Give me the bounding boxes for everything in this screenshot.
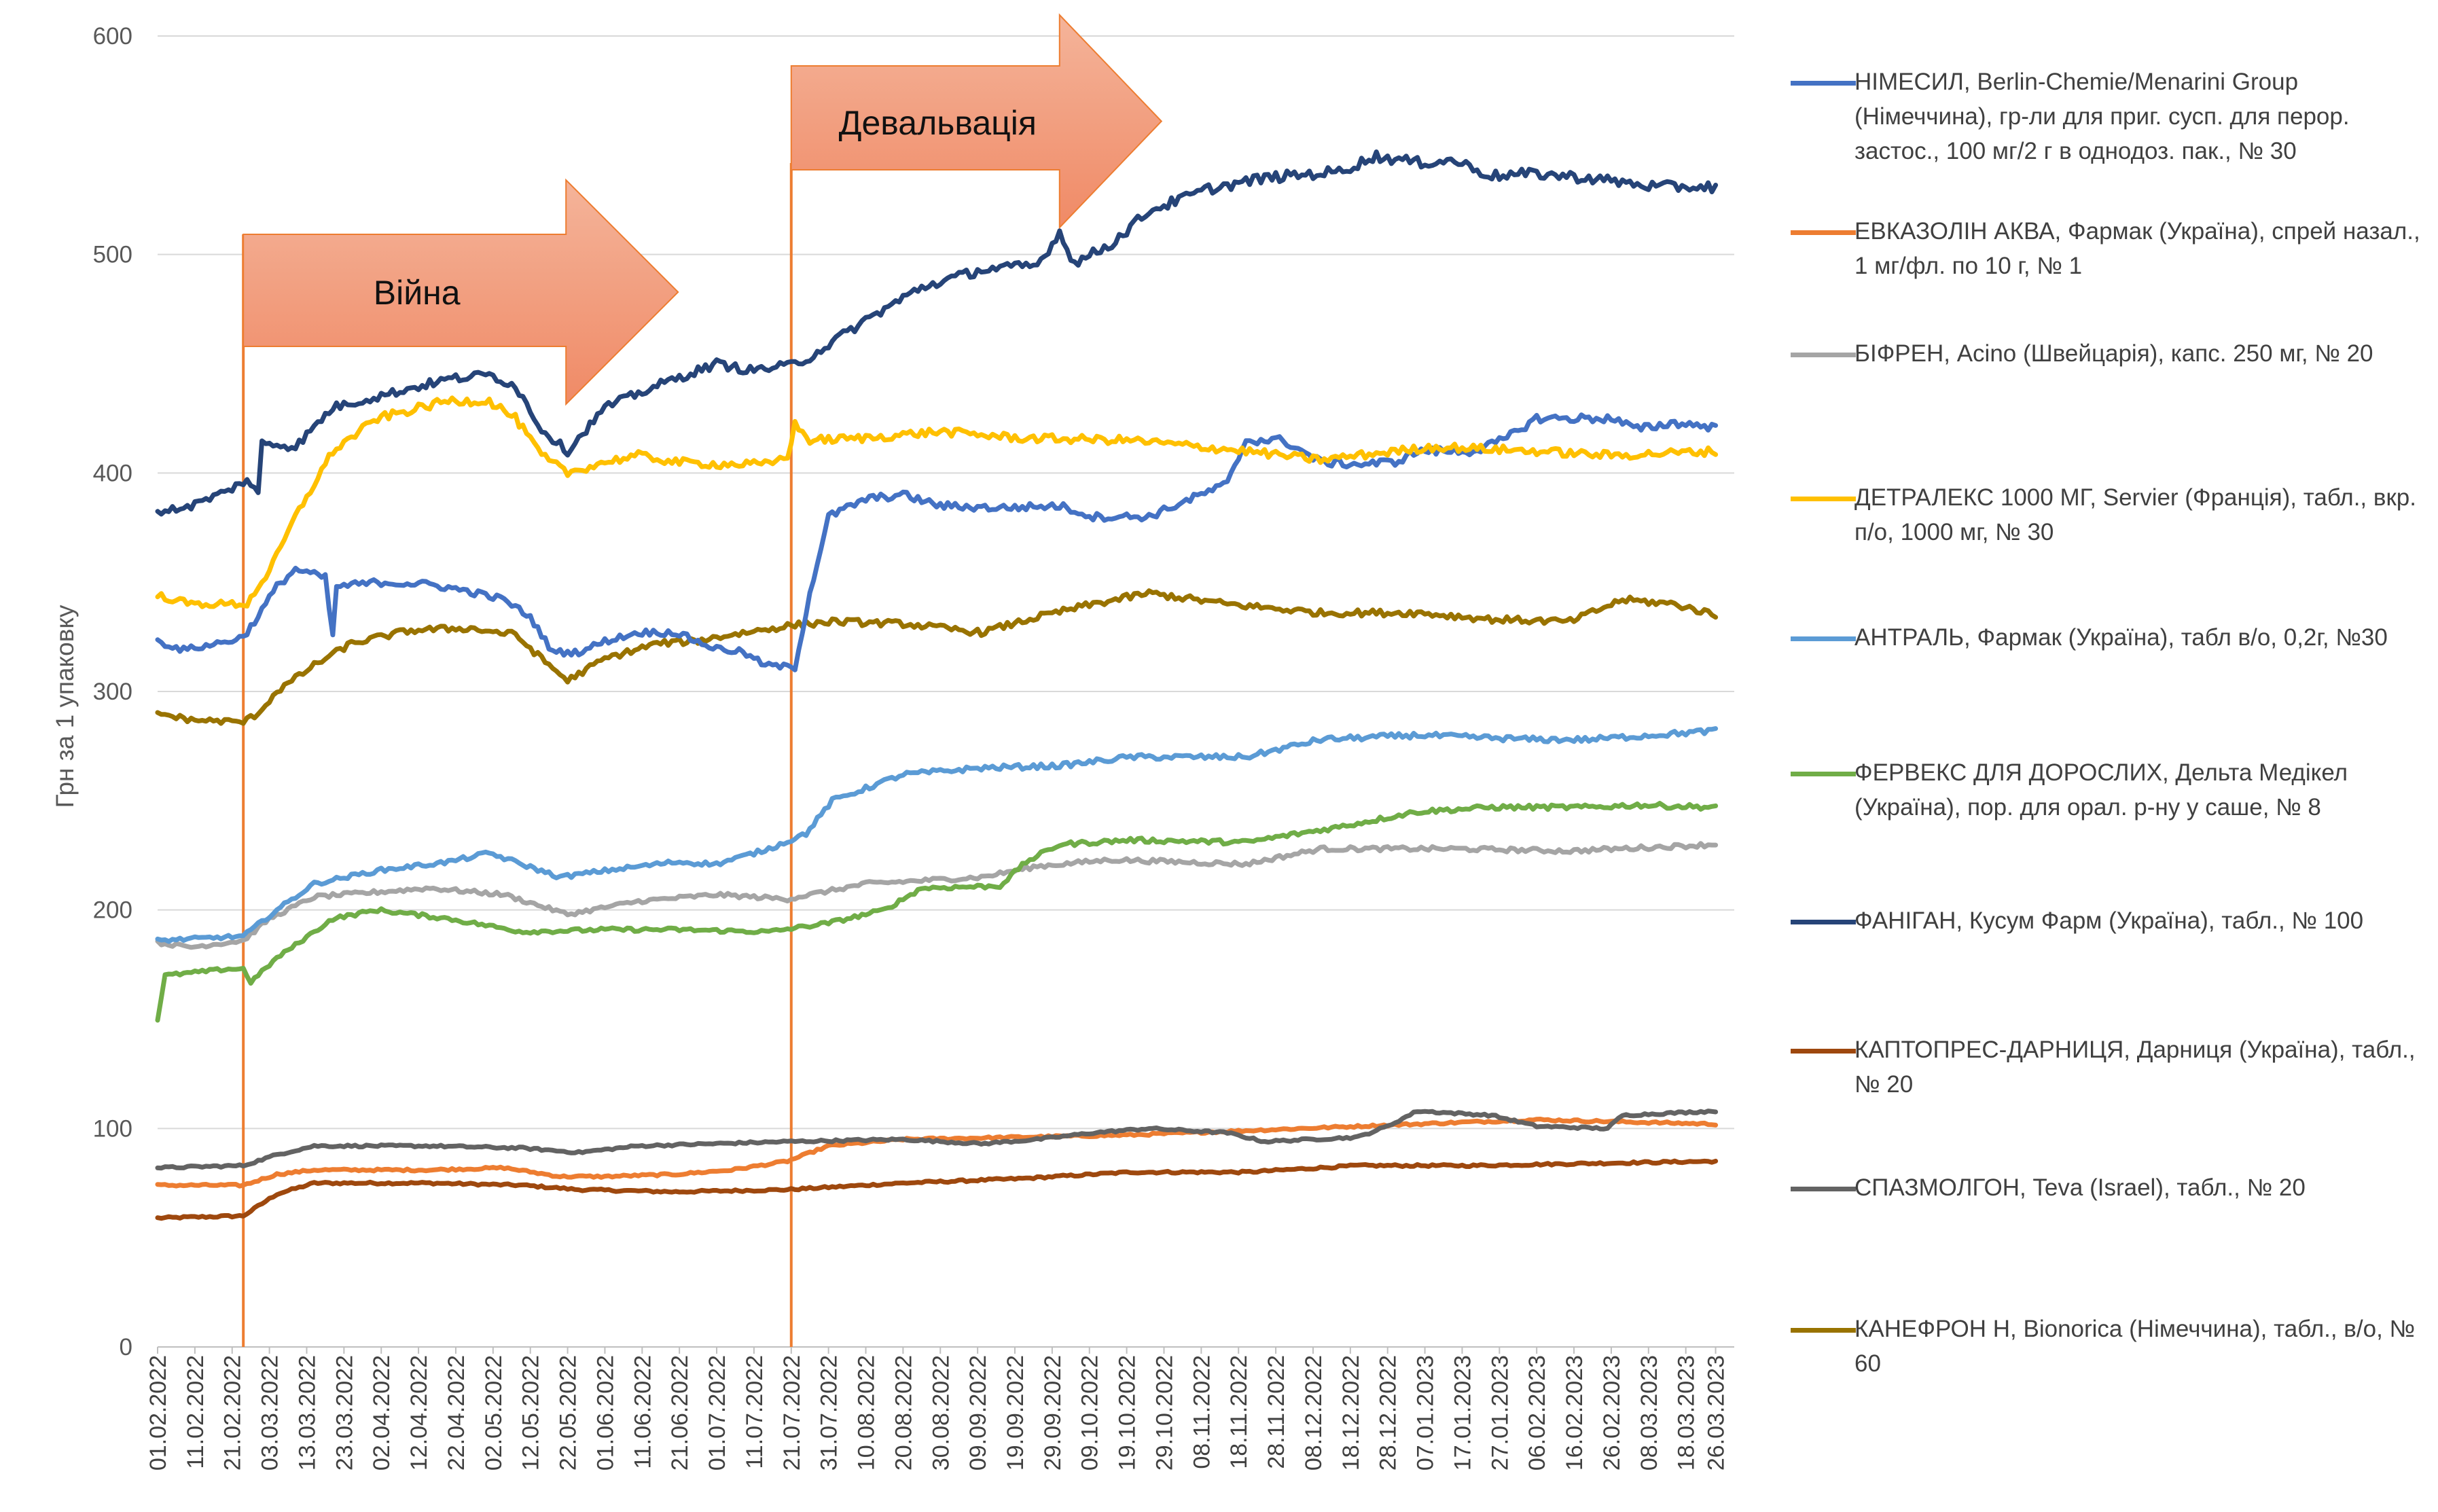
x-tick-label: 28.11.2022	[1263, 1355, 1289, 1469]
series-line	[155, 841, 1719, 950]
x-tick-label: 19.10.2022	[1115, 1355, 1141, 1471]
x-tick-label: 11.06.2022	[630, 1355, 656, 1469]
legend-label: СПАЗМОЛГОН, Teva (Israel), табл., № 20	[1854, 1174, 2306, 1201]
x-tick-label: 01.06.2022	[592, 1355, 618, 1471]
x-tick-label: 21.02.2022	[220, 1355, 246, 1471]
legend-swatch	[1791, 1187, 1856, 1191]
legend-label: ДЕТРАЛЕКС 1000 МГ, Servier (Франція), та…	[1854, 484, 2416, 545]
legend-label: ФАНІГАН, Кусум Фарм (Україна), табл., № …	[1854, 907, 2364, 934]
legend-swatch	[1791, 497, 1856, 501]
x-tick-label: 12.04.2022	[406, 1355, 432, 1471]
x-tick-label: 11.07.2022	[742, 1355, 768, 1469]
x-tick-label: 11.02.2022	[183, 1355, 209, 1469]
x-tick-label: 29.09.2022	[1040, 1355, 1066, 1471]
x-tick-label: 22.04.2022	[444, 1355, 469, 1471]
legend-swatch	[1791, 772, 1856, 776]
legend-swatch	[1791, 353, 1856, 357]
legend-swatch	[1791, 230, 1856, 235]
legend-label: ФЕРВЕКС ДЛЯ ДОРОСЛИХ, Дельта Медікел (Ук…	[1854, 759, 2348, 821]
legend-swatch	[1791, 81, 1856, 86]
legend-label: АНТРАЛЬ, Фармак (Україна), табл в/о, 0,2…	[1854, 624, 2388, 651]
x-tick-label: 31.07.2022	[817, 1355, 842, 1471]
legend-label: БІФРЕН, Acino (Швейцарія), капс. 250 мг,…	[1854, 340, 2373, 367]
x-tick-label: 21.06.2022	[667, 1355, 693, 1471]
series-line	[155, 801, 1719, 1023]
event-arrow	[243, 178, 679, 406]
y-tick-label: 600	[93, 23, 132, 50]
x-axis: 01.02.2022 11.02.2022 21.02.2022 03.03.2022…	[145, 1347, 1729, 1471]
series-line	[155, 395, 1719, 609]
series-lines	[155, 149, 1719, 1221]
gridlines	[158, 35, 1734, 1348]
x-tick-label: 08.03.2023	[1636, 1355, 1662, 1471]
y-axis: 0 100 200 300 400 500 600	[93, 23, 132, 1361]
x-tick-label: 08.12.2022	[1301, 1355, 1327, 1471]
y-tick-label: 300	[93, 679, 132, 705]
x-tick-label: 06.02.2023	[1524, 1355, 1550, 1471]
x-tick-label: 16.02.2023	[1562, 1355, 1588, 1471]
y-tick-label: 500	[93, 242, 132, 268]
x-tick-label: 28.12.2022	[1376, 1355, 1401, 1471]
y-tick-label: 400	[93, 460, 132, 486]
x-tick-label: 23.03.2022	[331, 1355, 357, 1471]
x-tick-label: 08.11.2022	[1189, 1355, 1215, 1469]
x-tick-label: 18.11.2022	[1226, 1355, 1252, 1469]
x-tick-label: 10.08.2022	[854, 1355, 880, 1471]
x-tick-label: 12.05.2022	[518, 1355, 544, 1471]
x-tick-label: 21.07.2022	[779, 1355, 805, 1471]
y-tick-label: 200	[93, 897, 132, 924]
x-tick-label: 18.03.2023	[1674, 1355, 1700, 1471]
x-tick-label: 30.08.2022	[928, 1355, 954, 1471]
y-tick-label: 0	[120, 1334, 132, 1361]
event-label: Війна	[374, 274, 461, 312]
x-tick-label: 17.01.2023	[1450, 1355, 1475, 1471]
x-tick-label: 26.03.2023	[1704, 1355, 1729, 1471]
legend-label: ЕВКАЗОЛІН АКВА, Фармак (Україна), спрей …	[1854, 218, 2420, 279]
x-tick-label: 01.07.2022	[704, 1355, 730, 1471]
x-tick-label: 22.05.2022	[556, 1355, 581, 1471]
x-tick-label: 13.03.2022	[294, 1355, 320, 1471]
series-line	[155, 726, 1719, 944]
x-tick-label: 19.09.2022	[1003, 1355, 1028, 1471]
x-tick-label: 09.10.2022	[1077, 1355, 1103, 1471]
series-line	[155, 1158, 1719, 1221]
x-tick-label: 07.01.2023	[1413, 1355, 1439, 1471]
event-label: Девальвація	[839, 104, 1037, 142]
legend-swatch	[1791, 636, 1856, 641]
x-tick-label: 29.10.2022	[1151, 1355, 1177, 1471]
event-arrow	[790, 13, 1163, 230]
legend-label: НІМЕСИЛ, Berlin-Chemie/Menarini Group (Н…	[1854, 69, 2350, 164]
x-tick-label: 26.02.2023	[1599, 1355, 1625, 1471]
legend-label: КАНЕФРОН Н, Bionorica (Німеччина), табл.…	[1854, 1316, 2416, 1377]
x-tick-label: 02.05.2022	[481, 1355, 507, 1471]
y-axis-title: Грн за 1 упаковку	[51, 605, 79, 808]
series-line	[155, 149, 1719, 517]
x-tick-label: 02.04.2022	[369, 1355, 395, 1471]
x-tick-label: 03.03.2022	[257, 1355, 283, 1471]
legend-swatch	[1791, 920, 1856, 924]
series-line	[155, 588, 1719, 726]
x-tick-label: 01.02.2022	[145, 1355, 171, 1471]
legend-swatch	[1791, 1328, 1856, 1333]
x-tick-label: 09.09.2022	[965, 1355, 991, 1471]
x-tick-label: 20.08.2022	[891, 1355, 916, 1471]
legend-swatch	[1791, 1049, 1856, 1054]
series-line	[155, 1109, 1719, 1171]
x-tick-label: 27.01.2023	[1487, 1355, 1513, 1471]
x-tick-label: 18.12.2022	[1338, 1355, 1364, 1471]
legend-label: КАПТОПРЕС-ДАРНИЦЯ, Дарниця (Україна), та…	[1854, 1037, 2416, 1098]
y-tick-label: 100	[93, 1115, 132, 1142]
